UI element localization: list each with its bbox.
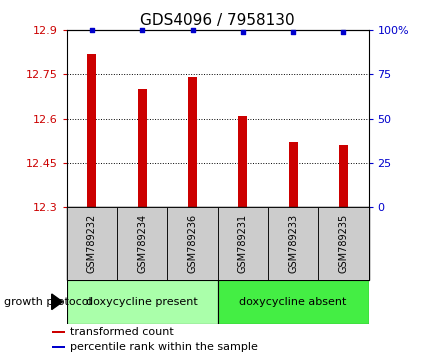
Bar xyxy=(67,207,117,280)
Bar xyxy=(338,145,347,207)
Bar xyxy=(288,142,297,207)
Bar xyxy=(52,347,64,348)
Bar xyxy=(238,116,247,207)
Bar xyxy=(217,207,267,280)
Bar xyxy=(217,280,368,324)
Bar xyxy=(187,77,197,207)
Point xyxy=(88,27,95,33)
Bar xyxy=(52,331,64,333)
Text: GSM789234: GSM789234 xyxy=(137,214,147,273)
Bar xyxy=(167,207,217,280)
Text: GSM789235: GSM789235 xyxy=(338,214,347,273)
Point xyxy=(289,29,296,35)
Text: transformed count: transformed count xyxy=(70,327,173,337)
Polygon shape xyxy=(52,294,62,309)
Text: percentile rank within the sample: percentile rank within the sample xyxy=(70,342,257,352)
Text: GSM789231: GSM789231 xyxy=(237,214,247,273)
Point xyxy=(138,27,145,33)
Text: GSM789236: GSM789236 xyxy=(187,214,197,273)
Text: doxycycline absent: doxycycline absent xyxy=(239,297,346,307)
Bar xyxy=(67,280,217,324)
Text: doxycycline present: doxycycline present xyxy=(86,297,198,307)
Text: GSM789232: GSM789232 xyxy=(87,214,97,273)
Bar xyxy=(267,207,317,280)
Bar xyxy=(87,54,96,207)
Point xyxy=(339,29,346,35)
Bar xyxy=(317,207,368,280)
Text: growth protocol: growth protocol xyxy=(4,297,92,307)
Text: GSM789233: GSM789233 xyxy=(287,214,298,273)
Bar xyxy=(117,207,167,280)
Bar xyxy=(138,89,146,207)
Point xyxy=(189,27,196,33)
Title: GDS4096 / 7958130: GDS4096 / 7958130 xyxy=(140,12,294,28)
Point xyxy=(239,29,246,35)
